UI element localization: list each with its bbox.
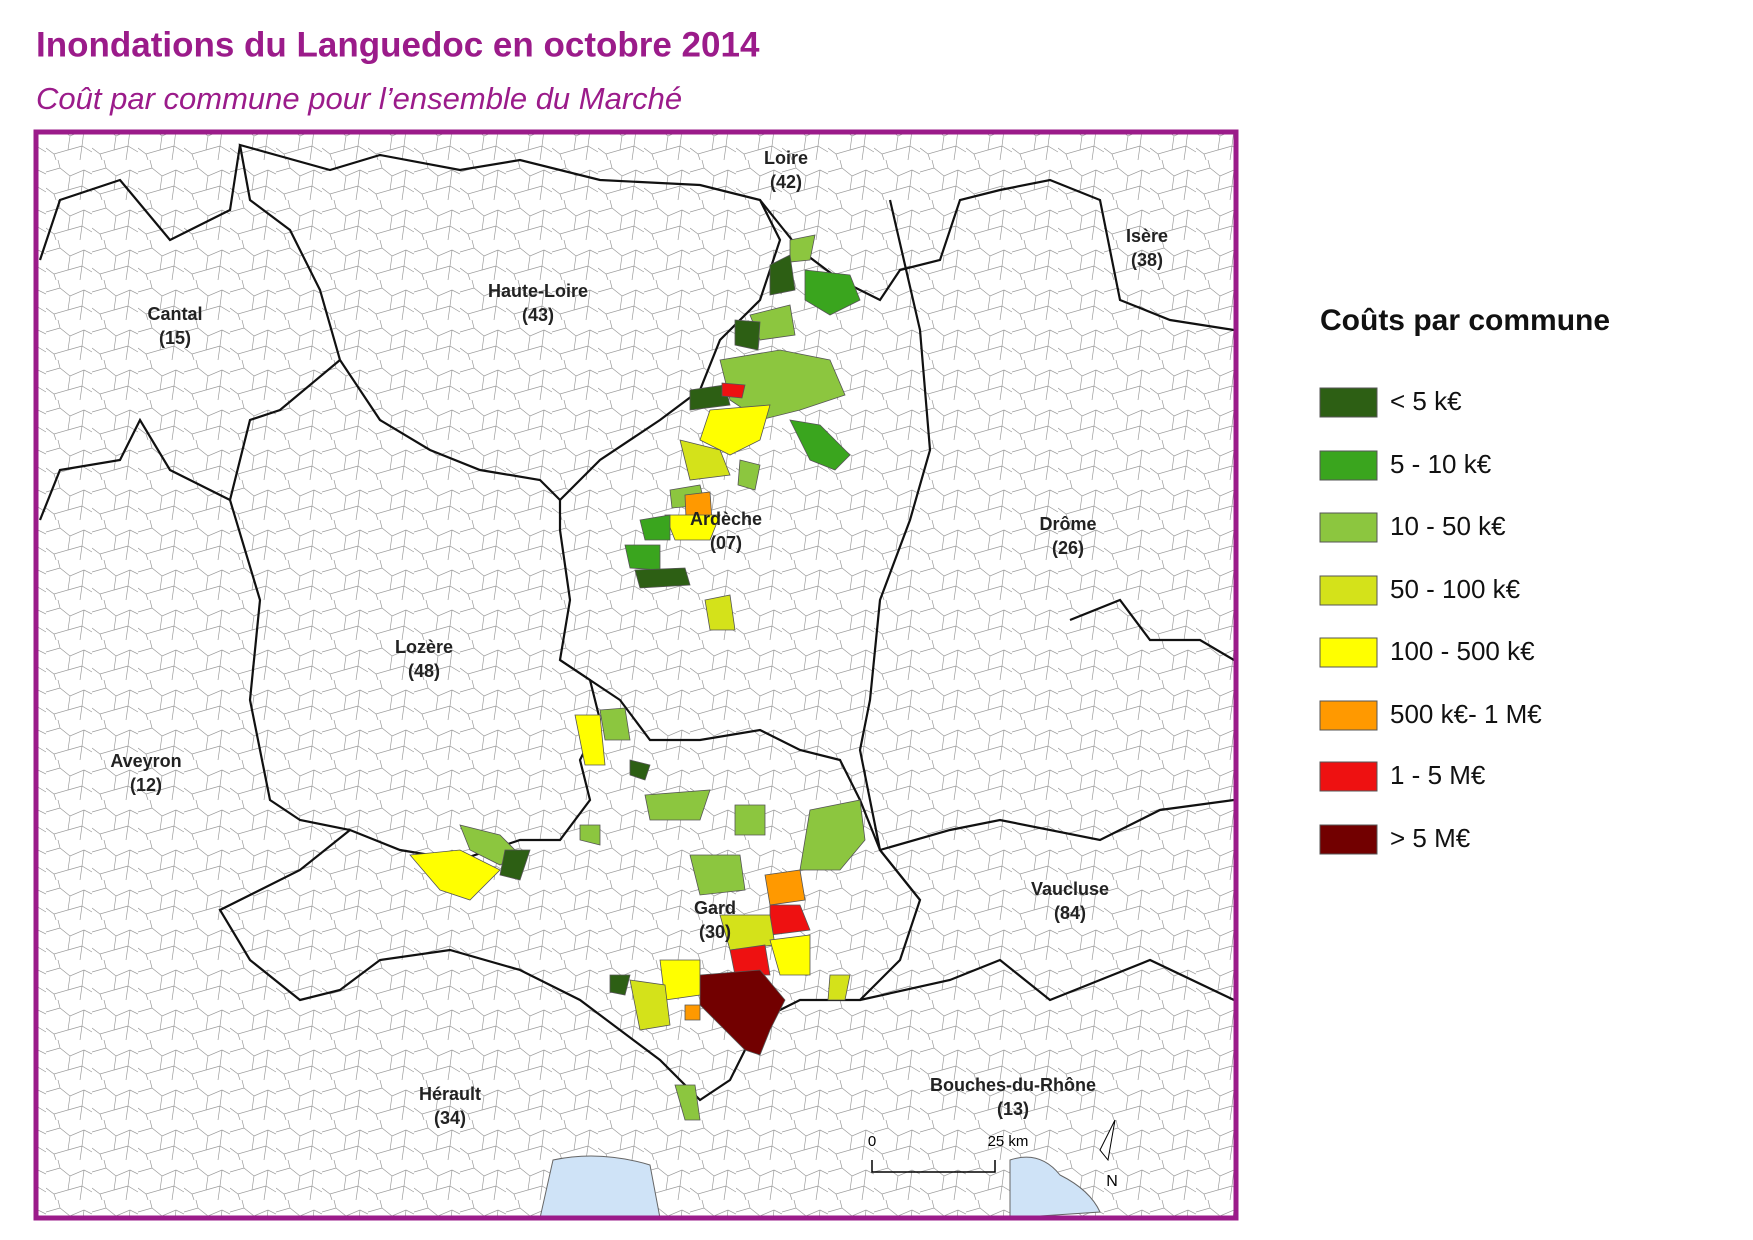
legend-label: 1 - 5 M€ (1390, 760, 1486, 790)
department-name: Loire (764, 148, 808, 168)
legend-swatch (1319, 387, 1378, 418)
sea (1009, 1156, 1101, 1216)
commune-area (729, 944, 771, 976)
commune-area (699, 969, 786, 1056)
commune-area (499, 849, 531, 881)
department-name: Haute-Loire (488, 281, 588, 301)
department-code: (12) (130, 775, 162, 795)
department-code: (42) (770, 172, 802, 192)
department-code: (38) (1131, 250, 1163, 270)
department-code: (30) (699, 922, 731, 942)
commune-area (704, 594, 736, 631)
legend-label: > 5 M€ (1390, 823, 1471, 853)
commune-area (634, 567, 691, 589)
commune-area (689, 854, 746, 896)
legend: < 5 k€ 5 - 10 k€ 10 - 50 k€ 50 - 100 k€ 100 … (1319, 386, 1542, 855)
commune-area (609, 974, 631, 996)
commune-area (799, 799, 866, 871)
commune-area (721, 382, 746, 399)
legend-label: 10 - 50 k€ (1390, 511, 1506, 541)
subtitle: Coût par commune pour l’ensemble du Marc… (36, 81, 682, 116)
department-name: Lozère (395, 637, 453, 657)
map-area: Loire (42) Isère (38) Haute-Loire (43) Cantal (… (38, 134, 1234, 1216)
sea (539, 1155, 661, 1216)
legend-label: 50 - 100 k€ (1390, 574, 1521, 604)
legend-label: 100 - 500 k€ (1390, 636, 1535, 666)
department-code: (43) (522, 305, 554, 325)
legend-swatch (1319, 824, 1378, 855)
north-arrow: N (1099, 1119, 1118, 1190)
department-code: (34) (434, 1108, 466, 1128)
department-name: Gard (694, 898, 736, 918)
commune-area (664, 514, 721, 541)
legend-swatch (1319, 512, 1378, 543)
commune-area (574, 714, 606, 766)
commune-area (737, 459, 761, 491)
scale-end: 25 km (988, 1133, 1029, 1150)
commune-area (699, 404, 771, 456)
department-borders (38, 143, 1234, 1102)
department-name: Isère (1126, 226, 1168, 246)
department-name: Hérault (419, 1084, 481, 1104)
legend-label: 5 - 10 k€ (1390, 449, 1492, 479)
map-frame (33, 129, 1239, 1221)
legend-swatch (1319, 575, 1378, 606)
commune-area (689, 384, 731, 411)
department-name: Bouches-du-Rhône (930, 1075, 1096, 1095)
commune-area (804, 269, 861, 316)
department-name: Vaucluse (1031, 879, 1109, 899)
legend-swatch (1319, 700, 1378, 731)
commune-area (769, 934, 811, 976)
scale-line (871, 1160, 996, 1173)
legend-swatch (1319, 637, 1378, 668)
legend-label: < 5 k€ (1390, 386, 1462, 416)
title: Inondations du Languedoc en octobre 2014 (36, 25, 760, 64)
north-label: N (1106, 1173, 1118, 1190)
commune-area (764, 869, 806, 906)
department-code: (48) (408, 661, 440, 681)
commune-area (679, 439, 731, 481)
commune-area (719, 349, 846, 421)
scale-bar: 0 25 km (868, 1133, 1029, 1173)
commune-area (684, 1004, 701, 1021)
legend-swatch (1319, 450, 1378, 481)
commune-area (639, 514, 671, 541)
commune-area (624, 544, 661, 571)
commune-area (629, 759, 651, 781)
department-code: (26) (1052, 538, 1084, 558)
legend-title: Coûts par commune (1320, 304, 1610, 337)
commune-area (734, 319, 761, 351)
legend-swatch (1319, 761, 1378, 792)
department-code: (15) (159, 328, 191, 348)
department-code: (07) (710, 533, 742, 553)
scale-start: 0 (868, 1133, 876, 1150)
department-code: (84) (1054, 903, 1086, 923)
commune-area (674, 1084, 701, 1121)
commune-area (599, 707, 631, 741)
department-code: (13) (997, 1099, 1029, 1119)
department-name: Cantal (147, 304, 202, 324)
commune-area (629, 979, 671, 1031)
department-name: Aveyron (110, 751, 181, 771)
commune-area (644, 789, 711, 821)
commune-area (579, 824, 601, 846)
commune-area (789, 419, 851, 471)
department-name: Drôme (1039, 514, 1096, 534)
commune-area (734, 804, 766, 836)
department-name: Ardèche (690, 509, 762, 529)
department-labels: Loire (42) Isère (38) Haute-Loire (43) Cantal (… (110, 148, 1168, 1128)
commune-area (827, 974, 851, 1001)
communes (38, 134, 1234, 1216)
commune-area (769, 254, 796, 296)
legend-label: 500 k€- 1 M€ (1390, 699, 1542, 729)
commune-blobs (409, 234, 866, 1121)
commune-area (409, 849, 501, 901)
